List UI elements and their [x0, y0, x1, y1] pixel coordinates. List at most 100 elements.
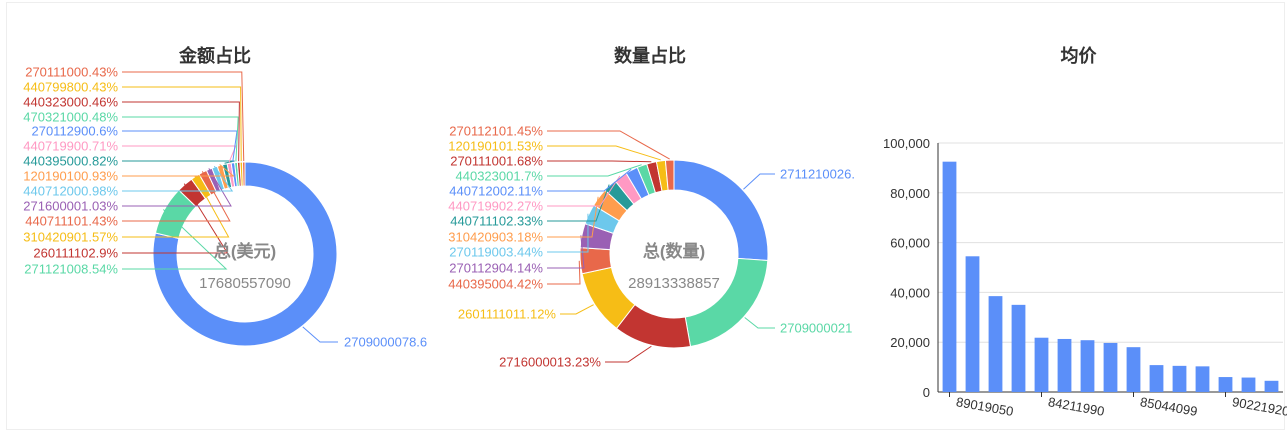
- amount-slice-label: 270111000.43%: [25, 65, 118, 80]
- avg-price-bar[interactable]: [1080, 340, 1095, 392]
- avg-price-y-tick-label: 100,000: [883, 136, 930, 151]
- quantity-share-donut: 2711210026. 2709000021 2716000013.23% 26011…: [448, 124, 855, 370]
- avg-price-bar[interactable]: [942, 161, 957, 392]
- amount-share-title: 金额占比: [179, 46, 251, 66]
- amount-slice-label: 271600001.03%: [23, 199, 118, 214]
- quantity-slice-label: 440719902.27%: [448, 199, 543, 214]
- avg-price-bar[interactable]: [1057, 338, 1072, 392]
- quantity-share-panel: 数量占比 2711210026. 2709000021 2716000013.23%…: [430, 0, 870, 431]
- amount-slice-label: 270112900.6%: [31, 124, 118, 139]
- amount-slice-label: 310420901.57%: [23, 230, 118, 245]
- avg-price-y-tick-label: 40,000: [890, 285, 930, 300]
- amount-slice-label: 120190100.93%: [23, 169, 118, 184]
- avg-price-panel: 均价 0 20,000 40,000 60,000 80,000 100,000 89019…: [870, 0, 1287, 431]
- quantity-slice-label: 2711210026.: [780, 167, 855, 182]
- avg-price-x-tick-label: 84211990: [1047, 394, 1106, 419]
- quantity-label-line: [605, 345, 652, 363]
- amount-share-panel: 金额占比 2709000078.6 271121008.54% 260111102.…: [0, 0, 430, 431]
- quantity-slice-label: 270119003.44%: [449, 245, 543, 260]
- quantity-slice-label: 270112101.45%: [449, 124, 543, 139]
- amount-slice-label: 271121008.54%: [24, 262, 118, 277]
- quantity-slice-label: 2601111011.12%: [458, 307, 557, 322]
- avg-price-y-tick-label: 0: [923, 385, 930, 400]
- quantity-slice-label: 440712002.11%: [449, 184, 543, 199]
- avg-price-x-tick-label: 90221920: [1231, 394, 1287, 419]
- avg-price-bar[interactable]: [1126, 347, 1141, 392]
- quantity-slice-label: 440323001.7%: [456, 169, 544, 184]
- avg-price-title: 均价: [1060, 46, 1097, 66]
- avg-price-x-tick-label: 89019050: [955, 394, 1015, 419]
- amount-slice-label: 440719900.71%: [23, 139, 118, 154]
- amount-slice[interactable]: [152, 161, 338, 347]
- amount-label-line: [302, 326, 338, 343]
- avg-price-bar[interactable]: [1195, 366, 1210, 392]
- quantity-label-line: [547, 196, 599, 238]
- quantity-label-line: [744, 317, 775, 329]
- avg-price-bar[interactable]: [1103, 342, 1118, 392]
- quantity-slice-label: 2709000021: [780, 321, 852, 336]
- amount-share-donut: 2709000078.6 271121008.54%260111102.9%310…: [23, 65, 427, 350]
- amount-slice-label: 440712000.98%: [23, 184, 118, 199]
- amount-label-line: [122, 168, 232, 207]
- amount-label-line: [122, 86, 242, 162]
- quantity-slice[interactable]: [664, 159, 675, 191]
- amount-label-line: [122, 160, 235, 164]
- avg-price-bar[interactable]: [1149, 365, 1164, 392]
- quantity-label-line: [547, 184, 610, 222]
- quantity-slice-label: 310420903.18%: [448, 230, 543, 245]
- amount-label-line: [122, 164, 235, 177]
- avg-price-bar[interactable]: [1218, 377, 1233, 392]
- avg-price-bar[interactable]: [1034, 337, 1049, 392]
- chart-frame: [6, 2, 1285, 430]
- quantity-label-line: [547, 168, 632, 192]
- amount-slice[interactable]: [241, 161, 246, 187]
- quantity-label-line: [547, 160, 652, 163]
- avg-price-x-tick-label: 85044099: [1139, 394, 1199, 419]
- avg-price-bar[interactable]: [1264, 380, 1279, 392]
- quantity-label-line: [743, 173, 775, 190]
- quantity-slice-label: 270111001.68%: [450, 154, 543, 169]
- avg-price-bar[interactable]: [1172, 365, 1187, 392]
- amount-slice-label: 2709000078.6: [344, 335, 427, 350]
- avg-price-y-tick-label: 20,000: [890, 335, 930, 350]
- amount-center-value: 17680557090: [199, 275, 291, 292]
- amount-slice-label: 470321000.48%: [23, 110, 118, 125]
- quantity-slice-label: 120190101.53%: [448, 139, 543, 154]
- avg-price-bar[interactable]: [988, 296, 1003, 392]
- amount-slice-label: 260111102.9%: [33, 246, 118, 261]
- avg-price-y-tick-label: 60,000: [890, 236, 930, 251]
- avg-price-bar[interactable]: [1011, 304, 1026, 392]
- quantity-slice[interactable]: [684, 257, 769, 348]
- amount-slice-label: 440711101.43%: [25, 214, 118, 229]
- quantity-share-title: 数量占比: [614, 46, 686, 66]
- amount-slice-label: 440323000.46%: [23, 95, 118, 110]
- avg-price-bar-chart: 0 20,000 40,000 60,000 80,000 100,000 89019050…: [883, 136, 1287, 419]
- avg-price-bar[interactable]: [1241, 377, 1256, 392]
- amount-label-line: [122, 101, 240, 162]
- quantity-center-label: 总(数量): [643, 241, 705, 261]
- quantity-slice-label: 270112904.14%: [449, 261, 543, 276]
- quantity-center-value: 28913338857: [628, 275, 720, 292]
- amount-label-line: [122, 145, 237, 163]
- quantity-label-line: [547, 130, 670, 160]
- quantity-label-line: [547, 164, 642, 177]
- amount-label-line: [122, 165, 234, 192]
- amount-label-line: [122, 183, 229, 254]
- quantity-slice-label: 440711102.33%: [450, 214, 543, 229]
- amount-center-label: 总(美元): [214, 241, 276, 261]
- amount-label-line: [122, 209, 228, 270]
- quantity-label-line: [547, 175, 621, 207]
- quantity-label-line: [560, 304, 594, 315]
- quantity-label-line: [547, 213, 589, 253]
- amount-slice-label: 440395000.82%: [23, 154, 118, 169]
- amount-label-line: [122, 71, 245, 162]
- amount-slice-label: 440799800.43%: [23, 80, 118, 95]
- amount-label-line: [122, 175, 230, 238]
- quantity-label-line: [547, 145, 661, 161]
- amount-label-line: [122, 171, 231, 222]
- quantity-label-line: [547, 235, 585, 269]
- quantity-label-line: [547, 260, 581, 285]
- avg-price-bar[interactable]: [965, 256, 980, 392]
- quantity-slice-label: 2716000013.23%: [499, 355, 601, 370]
- avg-price-y-tick-label: 80,000: [890, 186, 930, 201]
